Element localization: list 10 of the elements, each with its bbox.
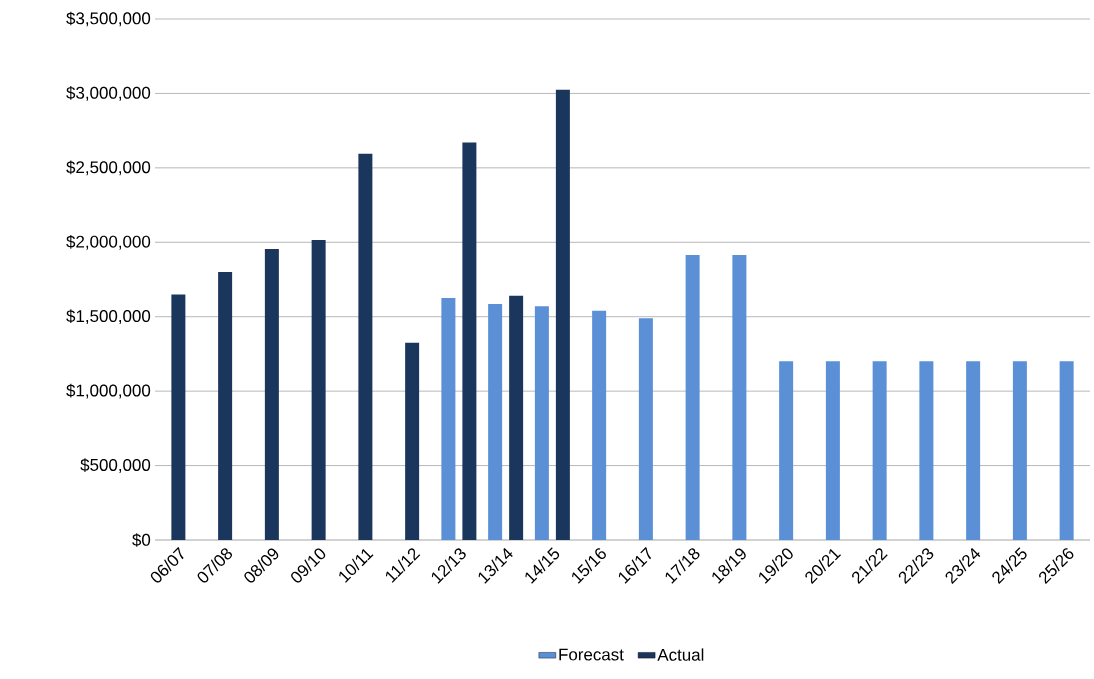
y-tick-label: $2,500,000 [66,160,151,176]
y-tick-label: $3,000,000 [66,86,151,101]
y-tick-label: $1,000,000 [66,383,151,399]
legend-label: Forecast [559,648,624,661]
y-tick-label: $3,500,000 [66,11,151,27]
y-tick-label: $0 [132,533,151,547]
y-tick-label: $1,500,000 [66,309,151,325]
y-tick-label: $2,000,000 [66,234,151,250]
y-tick-label: $500,000 [80,458,151,473]
legend-label: Actual [657,648,704,661]
